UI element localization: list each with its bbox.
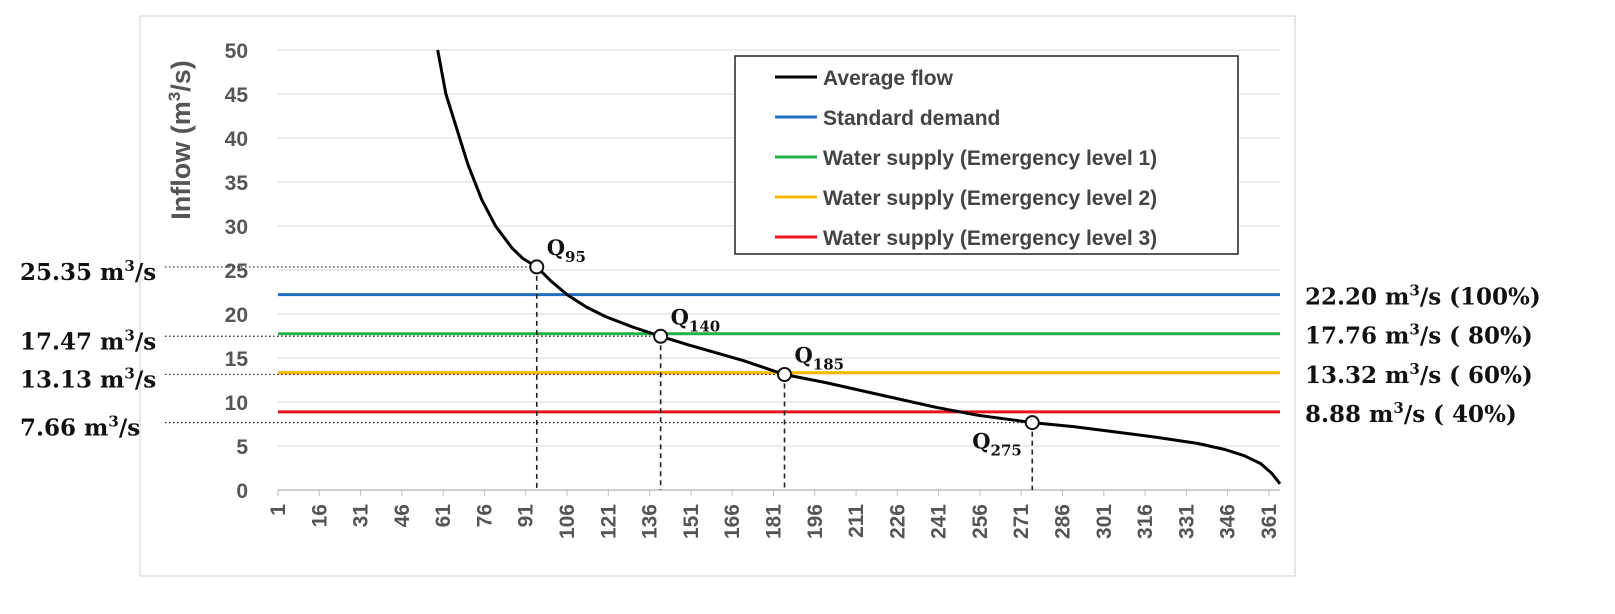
x-tick-label: 151 (680, 504, 703, 539)
point-label-Q185: Q185 (795, 342, 845, 373)
x-tick-label: 181 (762, 504, 785, 539)
x-tick-label: 226 (886, 504, 909, 539)
legend-entry-4: Water supply (Emergency level 2) (823, 187, 1157, 210)
y-axis-label: Inflow (m3/s) (165, 60, 196, 219)
left-value-Q275: 7.66 m3/s (20, 413, 140, 442)
x-tick-label: 61 (432, 504, 455, 528)
left-value-Q140: 17.47 m3/s (20, 326, 156, 355)
x-tick-label: 271 (1010, 504, 1033, 539)
x-tick-label: 1 (267, 504, 290, 516)
left-value-Q185: 13.13 m3/s (20, 364, 156, 393)
x-tick-label: 211 (845, 504, 868, 538)
x-tick-label: 316 (1134, 504, 1157, 539)
x-tick-label: 256 (969, 504, 992, 539)
point-Q275 (1024, 415, 1040, 431)
y-tick-label: 40 (225, 128, 248, 151)
y-tick-label: 10 (225, 392, 248, 415)
x-tick-label: 46 (391, 504, 414, 527)
point-Q140 (653, 328, 669, 344)
point-label-Q95: Q95 (547, 235, 586, 266)
y-tick-label: 5 (236, 436, 248, 459)
right-value-3: 13.32 m3/s ( 60%) (1305, 360, 1533, 389)
right-value-2: 17.76 m3/s ( 80%) (1305, 321, 1533, 350)
x-tick-label: 91 (515, 504, 538, 528)
x-tick-label: 136 (639, 504, 662, 539)
x-tick-label: 196 (804, 504, 827, 539)
x-tick-label: 76 (473, 504, 496, 527)
point-Q95 (529, 259, 545, 275)
x-tick-label: 361 (1258, 504, 1281, 539)
legend-entry-5: Water supply (Emergency level 3) (823, 227, 1157, 250)
x-tick-label: 331 (1175, 504, 1198, 539)
x-tick-label: 286 (1052, 504, 1075, 539)
right-value-1: 22.20 m3/s (100%) (1305, 282, 1541, 311)
point-Q185 (777, 366, 793, 382)
x-tick-label: 106 (556, 504, 579, 539)
x-tick-label: 241 (928, 504, 951, 539)
legend-box (734, 55, 1239, 255)
legend-entry-2: Standard demand (823, 107, 1000, 130)
x-tick-label: 346 (1217, 504, 1240, 539)
x-tick-label: 31 (350, 504, 373, 528)
point-label-Q275: Q275 (972, 429, 1022, 460)
y-tick-label: 20 (225, 304, 248, 327)
y-tick-label: 45 (225, 84, 249, 107)
y-tick-label: 35 (225, 172, 249, 195)
right-value-4: 8.88 m3/s ( 40%) (1305, 399, 1517, 428)
point-label-Q140: Q140 (671, 304, 721, 335)
y-tick-label: 0 (236, 480, 248, 503)
y-tick-label: 30 (225, 216, 248, 239)
y-tick-label: 50 (225, 40, 248, 63)
y-tick-label: 15 (225, 348, 249, 371)
left-value-Q95: 25.35 m3/s (20, 257, 156, 286)
x-tick-label: 166 (721, 504, 744, 539)
y-tick-label: 25 (225, 260, 249, 283)
legend-entry-1: Average flow (823, 67, 954, 90)
x-tick-label: 121 (597, 504, 620, 539)
legend-entry-3: Water supply (Emergency level 1) (823, 147, 1157, 170)
average-flow-line (436, 49, 1282, 485)
x-tick-label: 301 (1093, 504, 1116, 539)
x-tick-label: 16 (308, 504, 331, 527)
